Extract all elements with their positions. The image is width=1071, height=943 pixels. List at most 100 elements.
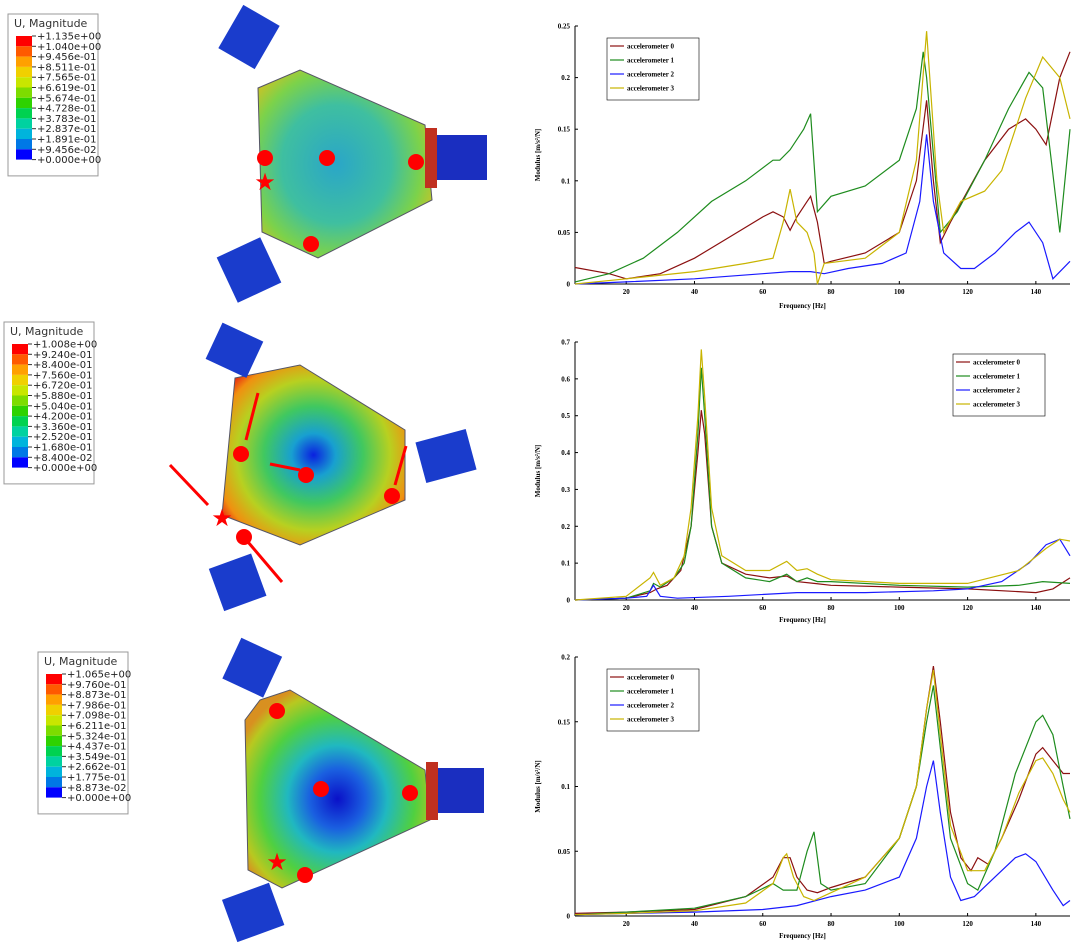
x-tick-label: 60 [759,920,767,928]
legend-label: +5.040e-01 [33,401,93,412]
legend-box [606,37,700,101]
legend-label: +9.456e-02 [37,145,97,156]
legend-label: +5.324e-01 [67,731,127,742]
x-tick-label: 120 [962,604,973,612]
legend-label: +1.680e-01 [33,443,93,454]
y-tick-label: 0.4 [561,449,570,457]
color-swatch [46,715,62,726]
series-line [574,367,1071,601]
color-swatch [16,108,32,119]
legend-label: +7.560e-01 [33,370,93,381]
y-axis-label: Modulus [m/s²/N] [534,760,542,812]
x-tick-label: 100 [894,604,905,612]
legend-label: accelerometer 2 [627,71,674,79]
legend-label: +7.098e-01 [67,711,127,722]
y-tick-label: 0.05 [558,848,571,856]
color-swatch [46,756,62,767]
color-swatch [12,344,28,355]
color-swatch [16,36,32,47]
color-swatch [16,128,32,139]
legend-label: +8.873e-01 [67,690,127,701]
legend-label: accelerometer 0 [973,359,1020,367]
y-axis-label: Modulus [m/s²/N] [534,129,542,181]
x-tick-label: 140 [1031,604,1042,612]
color-swatch [16,149,32,160]
legend-label: +5.880e-01 [33,391,93,402]
color-swatch [46,746,62,757]
svg-text:★: ★ [254,169,276,196]
y-tick-label: 0.1 [561,560,570,568]
x-tick-label: 120 [962,288,973,296]
color-swatch [12,385,28,396]
color-swatch [12,374,28,386]
series-line [574,538,1071,601]
color-swatch [46,694,62,705]
y-tick-label: 0.05 [558,229,571,237]
y-tick-label: 0.1 [561,783,570,791]
legend-label: +9.240e-01 [33,350,93,361]
color-swatch [12,405,28,417]
legend-label: +3.783e-01 [37,114,97,125]
series-line [574,31,1071,285]
x-tick-label: 80 [828,288,836,296]
color-swatch [46,704,62,716]
legend-label: +2.662e-01 [67,762,127,773]
legend-label: +4.437e-01 [67,742,127,753]
legend-label: +4.728e-01 [37,104,97,115]
legend-label: +1.065e+00 [67,670,131,681]
color-swatch [12,364,28,375]
color-swatch [46,766,62,777]
legend-label: +0.000e+00 [67,793,131,804]
legend-label: +5.674e-01 [37,93,97,104]
color-swatch [16,87,32,98]
color-swatch [46,674,62,685]
color-swatch [12,354,28,365]
y-axis-label: Modulus [m/s²/N] [534,445,542,497]
color-swatch [16,77,32,88]
legend-label: +1.891e-01 [37,135,97,146]
color-swatch [16,139,32,150]
x-tick-label: 80 [828,920,836,928]
legend-label: +8.511e-01 [37,62,97,73]
x-tick-label: 100 [894,288,905,296]
legend-label: accelerometer 2 [627,702,674,710]
series-line [574,51,1071,280]
y-tick-label: 0.25 [558,23,571,31]
y-tick-label: 0.3 [561,486,570,494]
legend-label: +6.211e-01 [67,721,127,732]
legend-label: +8.873e-02 [67,783,127,794]
legend-label: accelerometer 3 [627,85,674,93]
color-swatch [46,725,62,736]
legend-label: +3.360e-01 [33,422,93,433]
color-swatch [46,684,62,695]
legend-label: +1.135e+00 [37,32,101,43]
legend-label: accelerometer 1 [627,688,674,696]
legend-label: +9.760e-01 [67,680,127,691]
legend-title: U, Magnitude [44,655,118,668]
x-tick-label: 60 [759,288,767,296]
y-tick-label: 0.5 [561,412,570,420]
legend-label: +4.200e-01 [33,412,93,423]
x-tick-label: 20 [623,920,631,928]
fem-model: ★ [216,4,487,303]
y-tick-label: 0 [567,913,571,921]
series-line [574,51,1071,283]
legend-label: +7.986e-01 [67,700,127,711]
legend-label: accelerometer 3 [627,716,674,724]
y-tick-label: 0.15 [558,126,571,134]
y-tick-label: 0.2 [561,654,570,662]
legend-label: +0.000e+00 [37,155,101,166]
series-line [574,760,1071,916]
x-tick-label: 80 [828,604,836,612]
y-tick-label: 0.6 [561,375,570,383]
color-swatch [12,426,28,437]
fem-model: ★ [221,637,484,943]
x-tick-label: 20 [623,604,631,612]
legend-label: accelerometer 1 [973,373,1020,381]
color-swatch [46,735,62,747]
x-tick-label: 40 [691,288,699,296]
legend-label: +1.008e+00 [33,340,97,351]
legend-title: U, Magnitude [14,17,88,30]
x-axis-label: Frequency [Hz] [779,932,826,940]
legend-label: +6.619e-01 [37,83,97,94]
